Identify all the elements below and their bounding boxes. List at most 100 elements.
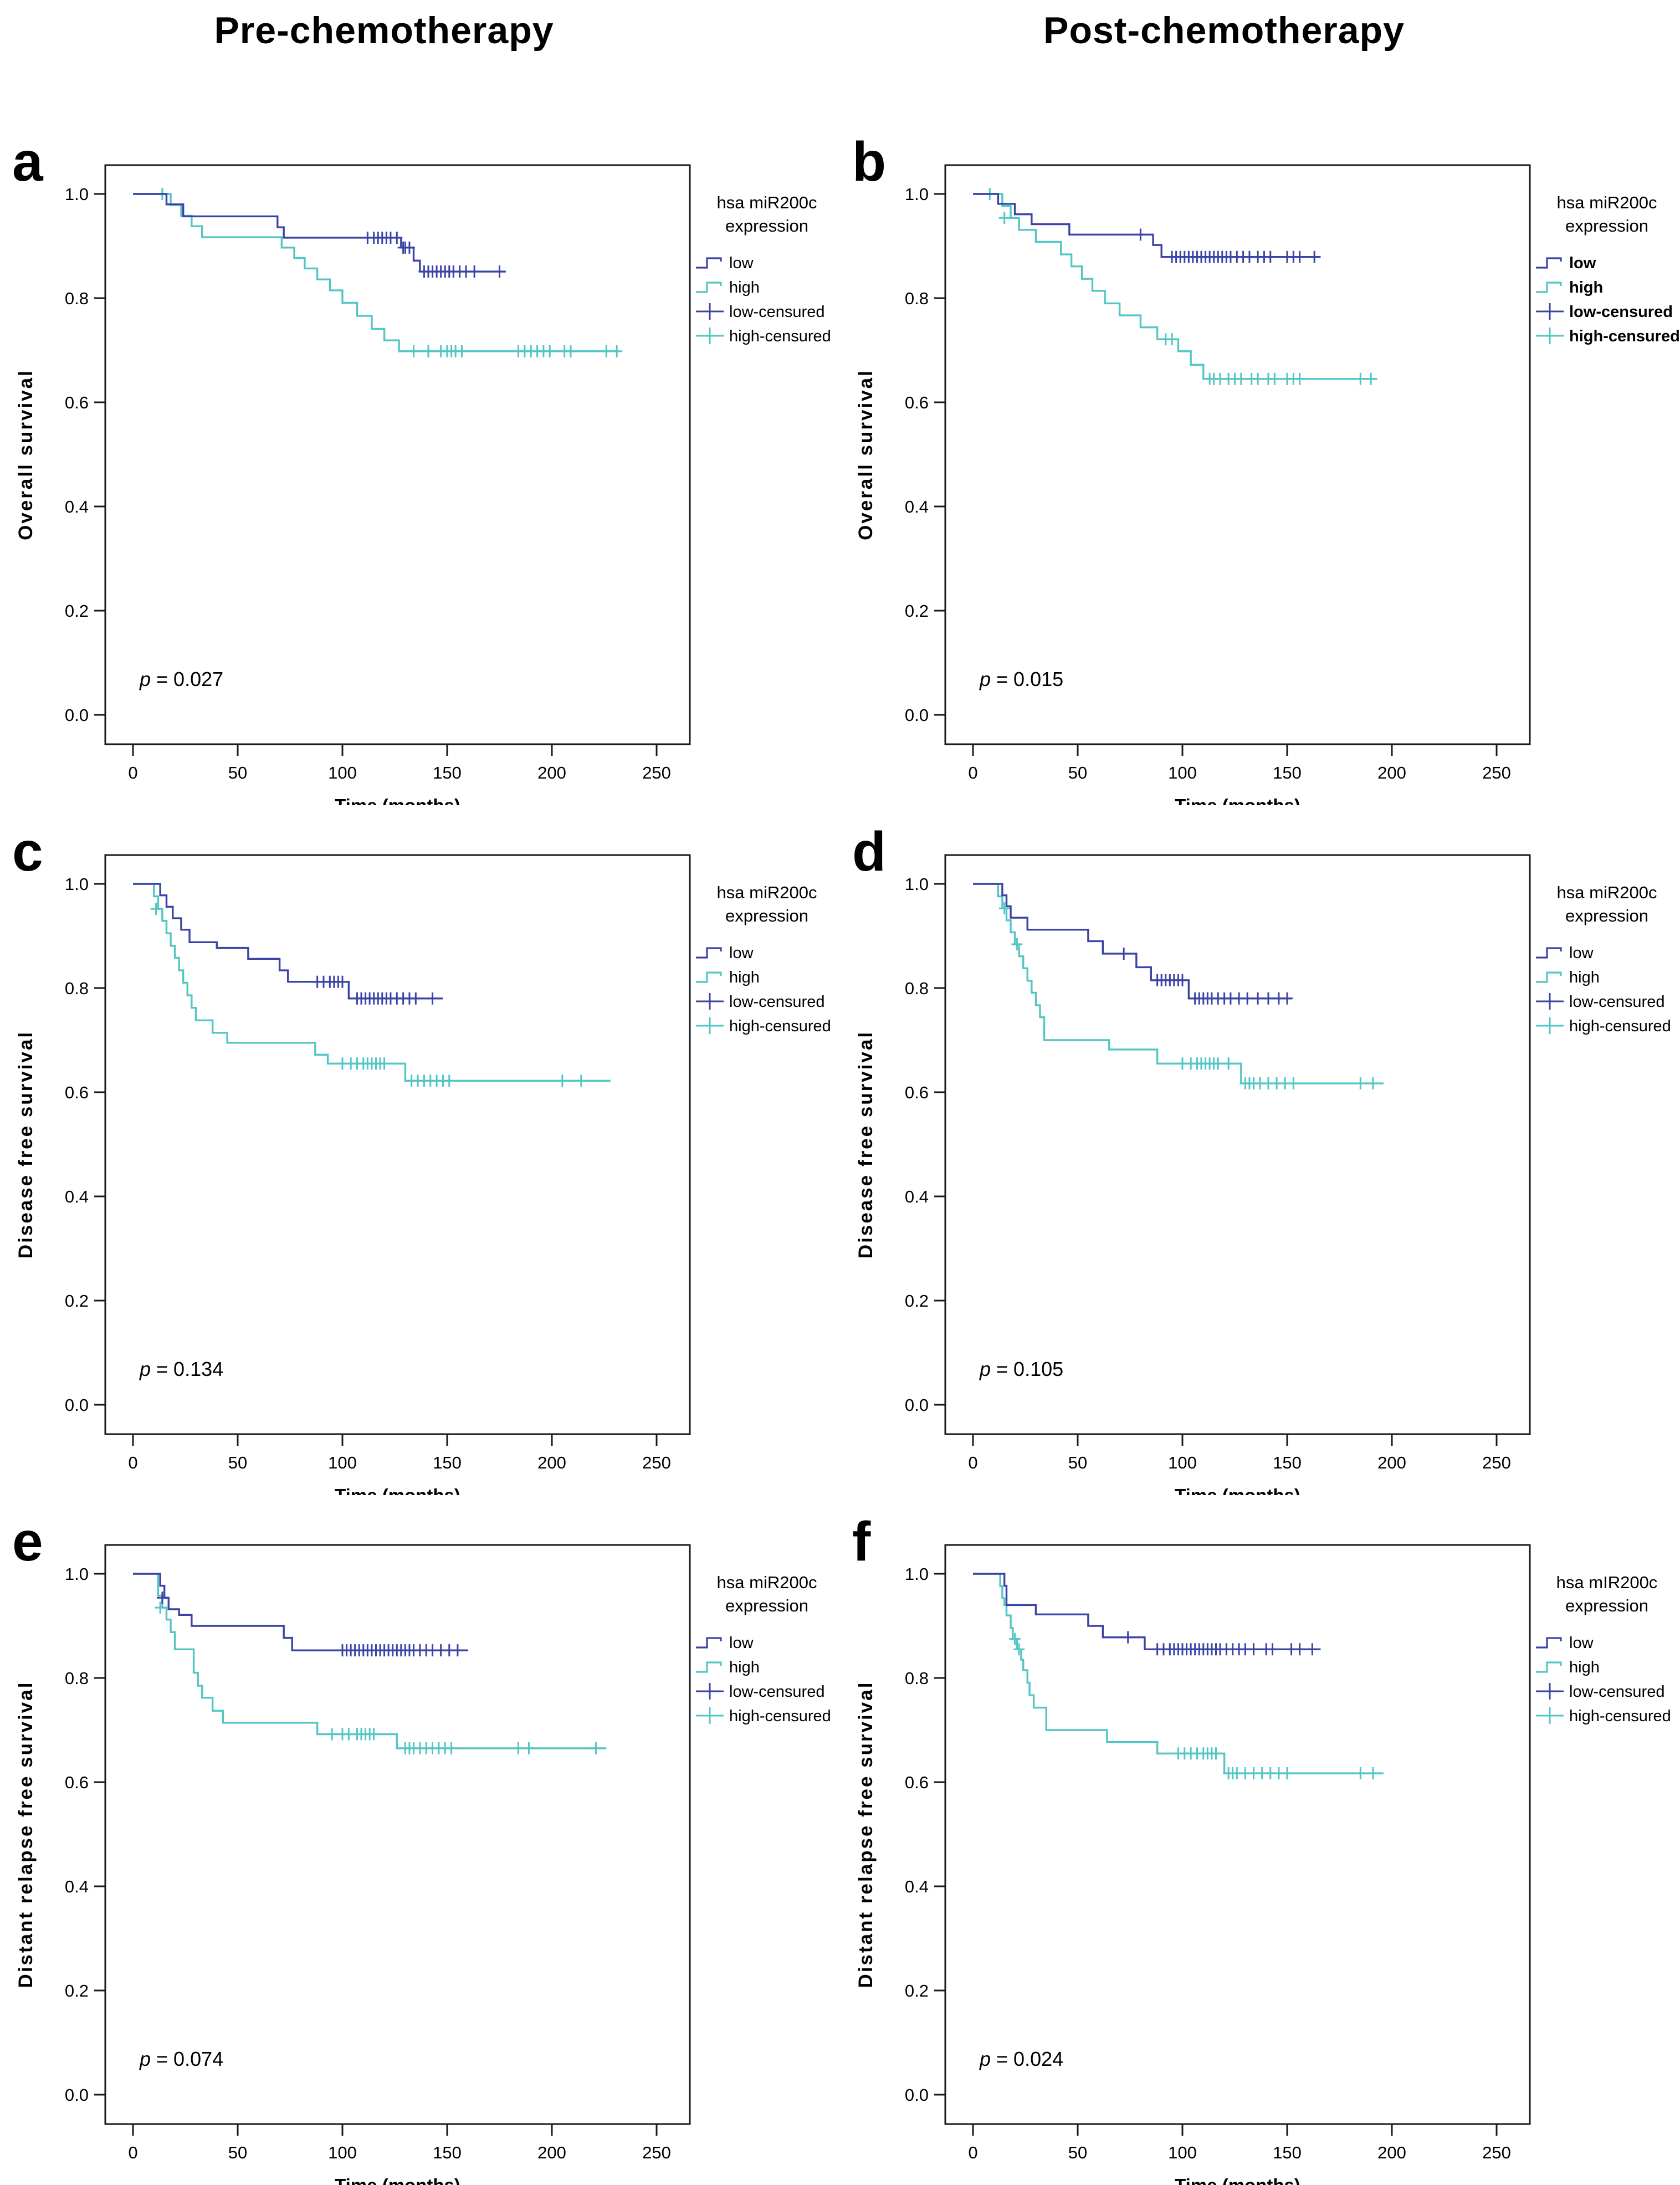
legend-item-label: low-censured	[1569, 303, 1673, 321]
legend-item-label: low-censured	[729, 993, 824, 1011]
legend-item-label: high-censured	[1569, 1707, 1671, 1725]
low-curve	[973, 193, 1321, 258]
x-tick-label: 50	[228, 763, 247, 782]
low-curve	[133, 193, 506, 273]
y-tick-label: 0.4	[65, 1187, 89, 1206]
x-tick-label: 250	[1482, 1453, 1511, 1472]
legend-item-label: high-censured	[729, 1707, 831, 1725]
plot-frame	[104, 854, 691, 1435]
plot-frame	[104, 1544, 691, 2125]
panel-letter: a	[12, 131, 44, 193]
x-tick-label: 50	[228, 2143, 247, 2162]
y-tick-label: 0.0	[905, 705, 929, 725]
legend-item-label: high-censured	[729, 1017, 831, 1035]
x-tick-label: 200	[1377, 1453, 1406, 1472]
panel-letter: e	[12, 1511, 43, 1573]
legend-low-censured-glyph	[1536, 303, 1564, 320]
plot-frame	[104, 164, 691, 745]
low-curve	[973, 883, 1292, 1000]
legend-high-line-glyph	[696, 282, 722, 293]
legend-title-line: expression	[725, 1596, 808, 1615]
legend-low-censured-glyph	[1536, 1683, 1564, 1700]
km-chart-d: d 1.0 0.8 0.6 0.4 0.2 0.0 0 50 100 150 200 250 Time (…	[852, 821, 1671, 1495]
x-tick-label: 0	[968, 2143, 977, 2162]
high-censor-marks	[1009, 1633, 1379, 1780]
x-tick-label: 0	[968, 1453, 977, 1472]
legend-title-line: expression	[725, 906, 808, 925]
legend-low-line-glyph	[696, 257, 722, 269]
low-censor-marks	[156, 1592, 463, 1657]
y-tick-label: 0.8	[905, 289, 929, 308]
legend-item-label: low	[729, 944, 754, 962]
legend-item-label: high	[729, 1659, 760, 1676]
x-axis-title: Time (months)	[1175, 795, 1300, 805]
p-value: p = 0.015	[979, 668, 1063, 690]
y-tick-label: 0.4	[905, 497, 929, 516]
legend-item-label: low-censured	[729, 1683, 824, 1701]
panel-a: a 1.0 0.8 0.6 0.4 0.2 0.0 0 50 100 150 200 250 Time (…	[0, 115, 840, 805]
column-header-post-chemotherapy: Post-chemotherapy	[1043, 9, 1405, 52]
y-tick-label: 0.6	[65, 1083, 89, 1102]
legend-high-line-glyph	[1536, 282, 1562, 293]
legend-high-censured-glyph	[1536, 1707, 1564, 1724]
column-header-pre-chemotherapy: Pre-chemotherapy	[214, 9, 554, 52]
legend-item-label: low	[1569, 254, 1596, 272]
y-tick-label: 1.0	[905, 874, 929, 894]
panel-letter: b	[852, 131, 886, 193]
panel-e: e 1.0 0.8 0.6 0.4 0.2 0.0 0 50 100 150 200 250 Time (…	[0, 1495, 840, 2185]
y-tick-label: 0.2	[905, 1291, 929, 1311]
p-value: p = 0.105	[979, 1358, 1063, 1380]
km-chart-f: f 1.0 0.8 0.6 0.4 0.2 0.0 0 50 100 150 200 250 Time (…	[852, 1511, 1671, 2185]
legend-title-line: hsa miR200c	[717, 883, 817, 902]
legend-low-line-glyph	[1536, 1637, 1562, 1649]
y-axis-title: Disease free survival	[855, 1031, 877, 1258]
p-value: p = 0.024	[979, 2048, 1063, 2070]
x-tick-label: 250	[642, 763, 671, 782]
low-curve	[133, 883, 443, 1000]
plot-frame	[944, 1544, 1531, 2125]
y-axis-title: Distant relapse free survival	[855, 1681, 877, 1988]
y-axis-title: Distant relapse free survival	[15, 1681, 37, 1988]
legend-low-line-glyph	[1536, 947, 1562, 959]
x-tick-label: 0	[128, 1453, 137, 1472]
legend-item-label: low-censured	[729, 303, 824, 321]
legend-item-label: high	[1569, 1659, 1600, 1676]
y-tick-label: 0.0	[905, 1395, 929, 1415]
high-censor-marks	[998, 902, 1379, 1090]
y-tick-label: 0.4	[65, 497, 89, 516]
legend-title-line: expression	[725, 216, 808, 236]
low-curve	[973, 1573, 1321, 1650]
y-tick-label: 0.6	[905, 1083, 929, 1102]
high-censor-marks	[150, 903, 587, 1087]
legend-item-label: low-censured	[1569, 1683, 1664, 1701]
y-tick-label: 0.8	[65, 1669, 89, 1688]
legend-low-line-glyph	[1536, 257, 1562, 269]
p-value: p = 0.027	[139, 668, 223, 690]
x-tick-label: 150	[433, 2143, 462, 2162]
km-chart-b: b 1.0 0.8 0.6 0.4 0.2 0.0 0 50 100 150 200 250 Time (…	[852, 131, 1680, 805]
x-tick-label: 200	[1377, 763, 1406, 782]
legend-high-censured-glyph	[696, 1017, 724, 1034]
legend-title-line: hsa miR200c	[1557, 193, 1657, 212]
y-tick-label: 0.8	[905, 979, 929, 998]
x-tick-label: 100	[1168, 2143, 1197, 2162]
legend-high-line-glyph	[1536, 971, 1562, 983]
x-tick-label: 150	[1273, 763, 1302, 782]
low-censor-marks	[311, 975, 438, 1005]
high-censor-marks	[155, 1601, 602, 1754]
x-tick-label: 150	[433, 763, 462, 782]
legend-low-line-glyph	[696, 1637, 722, 1649]
legend-title-line: expression	[1565, 1596, 1648, 1615]
y-tick-label: 0.2	[65, 1291, 89, 1311]
y-tick-label: 1.0	[65, 874, 89, 894]
legend-high-censured-glyph	[1536, 328, 1564, 344]
x-axis-title: Time (months)	[1175, 2175, 1300, 2185]
high-curve	[133, 883, 611, 1082]
legend-title-line: expression	[1565, 216, 1648, 236]
low-censor-marks	[1122, 1631, 1318, 1656]
high-curve	[973, 883, 1384, 1084]
x-tick-label: 250	[1482, 2143, 1511, 2162]
legend-item-label: high	[729, 969, 760, 986]
legend-low-line-glyph	[696, 947, 722, 959]
legend-low-censured-glyph	[696, 993, 724, 1010]
